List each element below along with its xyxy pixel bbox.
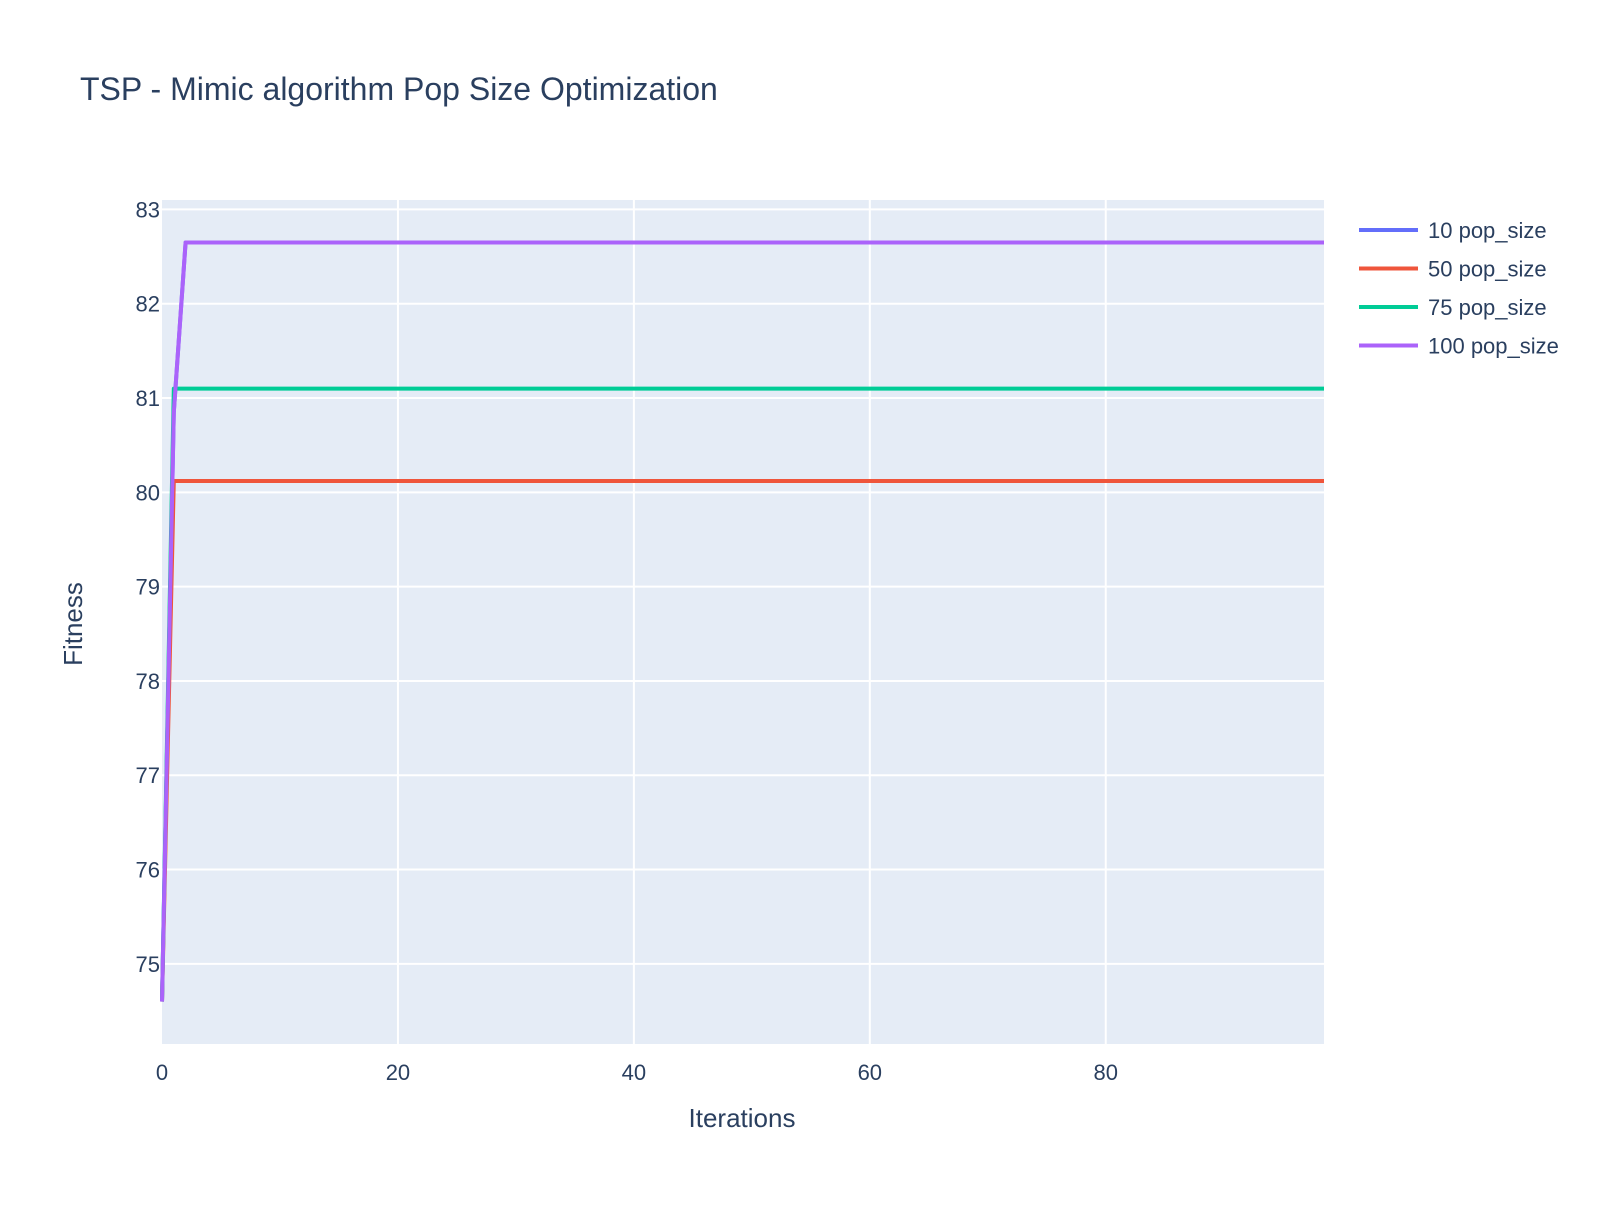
y-tick-label: 78 [136,669,160,694]
legend-item-2[interactable]: 75 pop_size [1359,295,1547,320]
y-tick-label: 79 [136,575,160,600]
x-tick-label: 80 [1094,1060,1118,1085]
x-axis-ticks: 0 20 40 60 80 [156,1060,1118,1085]
y-tick-label: 83 [136,197,160,222]
chart-title: TSP - Mimic algorithm Pop Size Optimizat… [80,71,718,107]
legend-label: 10 pop_size [1428,218,1547,243]
plot-area [162,200,1324,1044]
x-tick-label: 40 [622,1060,646,1085]
legend-item-0[interactable]: 10 pop_size [1359,218,1547,243]
x-tick-label: 60 [858,1060,882,1085]
legend-label: 50 pop_size [1428,257,1547,282]
legend-label: 75 pop_size [1428,295,1547,320]
legend-label: 100 pop_size [1428,334,1559,359]
x-tick-label: 0 [156,1060,168,1085]
y-tick-label: 82 [136,292,160,317]
grid-layer [162,200,1324,1044]
legend-item-1[interactable]: 50 pop_size [1359,257,1547,282]
y-tick-label: 77 [136,763,160,788]
y-axis-ticks: 75 76 77 78 79 80 81 82 83 [136,197,160,976]
series-layer [160,240,1324,1002]
series-line-3 [160,240,1324,1002]
legend[interactable]: 10 pop_size 50 pop_size 75 pop_size 100 pop… [1359,218,1559,359]
x-axis-title: Iterations [689,1103,796,1133]
legend-item-3[interactable]: 100 pop_size [1359,334,1559,359]
y-tick-label: 80 [136,480,160,505]
x-tick-label: 20 [386,1060,410,1085]
y-tick-label: 75 [136,952,160,977]
y-tick-label: 81 [136,386,160,411]
y-axis-title: Fitness [58,582,88,666]
y-tick-label: 76 [136,858,160,883]
